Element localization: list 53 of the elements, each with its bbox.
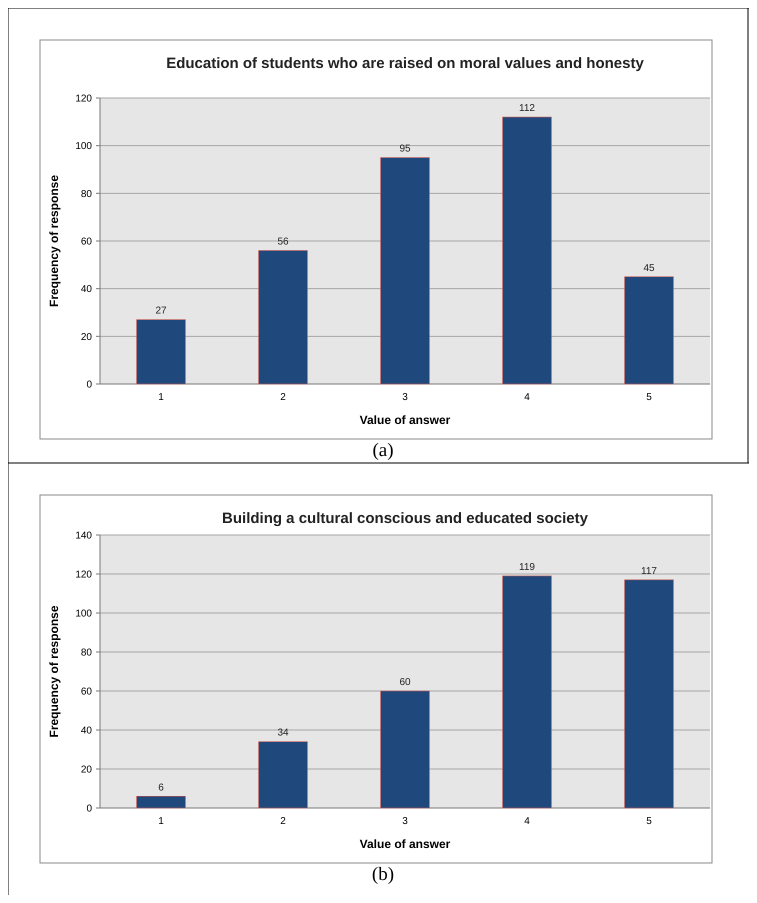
x-tick-label: 4 bbox=[524, 392, 530, 403]
data-label: 60 bbox=[399, 677, 411, 688]
y-tick-label: 100 bbox=[75, 608, 92, 620]
data-label: 117 bbox=[641, 566, 658, 577]
bar bbox=[258, 250, 308, 384]
data-label: 27 bbox=[155, 306, 167, 317]
x-tick-label: 2 bbox=[280, 816, 286, 827]
y-tick-label: 40 bbox=[80, 726, 92, 736]
data-label: 34 bbox=[277, 728, 289, 739]
y-tick-label: 40 bbox=[80, 284, 92, 296]
bar bbox=[502, 576, 552, 808]
data-label: 56 bbox=[277, 236, 289, 248]
bar bbox=[380, 690, 430, 808]
bar bbox=[258, 741, 308, 808]
bar bbox=[624, 276, 674, 384]
y-tick-label: 80 bbox=[80, 648, 92, 658]
bar bbox=[502, 116, 552, 384]
x-tick-label: 1 bbox=[158, 816, 164, 827]
text: (b) bbox=[372, 864, 394, 885]
x-tick-label: 3 bbox=[402, 816, 408, 827]
y-tick-label: 60 bbox=[80, 236, 92, 248]
bar bbox=[136, 796, 186, 808]
y-axis-title: Frequency of response bbox=[47, 174, 61, 308]
y-tick-label: 120 bbox=[75, 570, 92, 580]
y-tick-label: 0 bbox=[86, 804, 92, 814]
data-label: 6 bbox=[158, 782, 164, 794]
data-label: 119 bbox=[519, 562, 536, 573]
data-label: 112 bbox=[519, 103, 536, 114]
x-tick-label: 1 bbox=[158, 392, 164, 403]
x-axis-title: Value of answer bbox=[360, 413, 451, 427]
y-tick-label: 20 bbox=[80, 764, 92, 776]
text: (a) bbox=[372, 440, 394, 461]
x-tick-label: 2 bbox=[280, 392, 286, 403]
bar bbox=[380, 157, 430, 384]
y-tick-label: 80 bbox=[80, 188, 92, 200]
chart-title: Education of students who are raised on moral values and honesty bbox=[166, 55, 644, 72]
y-axis-title: Frequency of response bbox=[47, 605, 61, 738]
y-tick-label: 0 bbox=[86, 380, 92, 390]
x-axis-title: Value of answer bbox=[360, 837, 451, 851]
x-tick-label: 5 bbox=[646, 392, 652, 403]
y-tick-label: 20 bbox=[80, 332, 92, 343]
y-tick-label: 140 bbox=[75, 530, 92, 542]
chart-title: Building a cultural conscious and educated society bbox=[222, 510, 589, 527]
bar bbox=[624, 580, 674, 808]
data-label: 95 bbox=[399, 144, 411, 155]
x-tick-label: 4 bbox=[524, 816, 530, 827]
x-tick-label: 5 bbox=[646, 816, 652, 827]
y-tick-label: 60 bbox=[80, 686, 92, 698]
x-tick-label: 3 bbox=[402, 392, 408, 403]
y-tick-label: 120 bbox=[75, 94, 92, 104]
data-label: 45 bbox=[643, 262, 655, 274]
bar bbox=[136, 319, 186, 384]
y-tick-label: 100 bbox=[75, 141, 92, 152]
